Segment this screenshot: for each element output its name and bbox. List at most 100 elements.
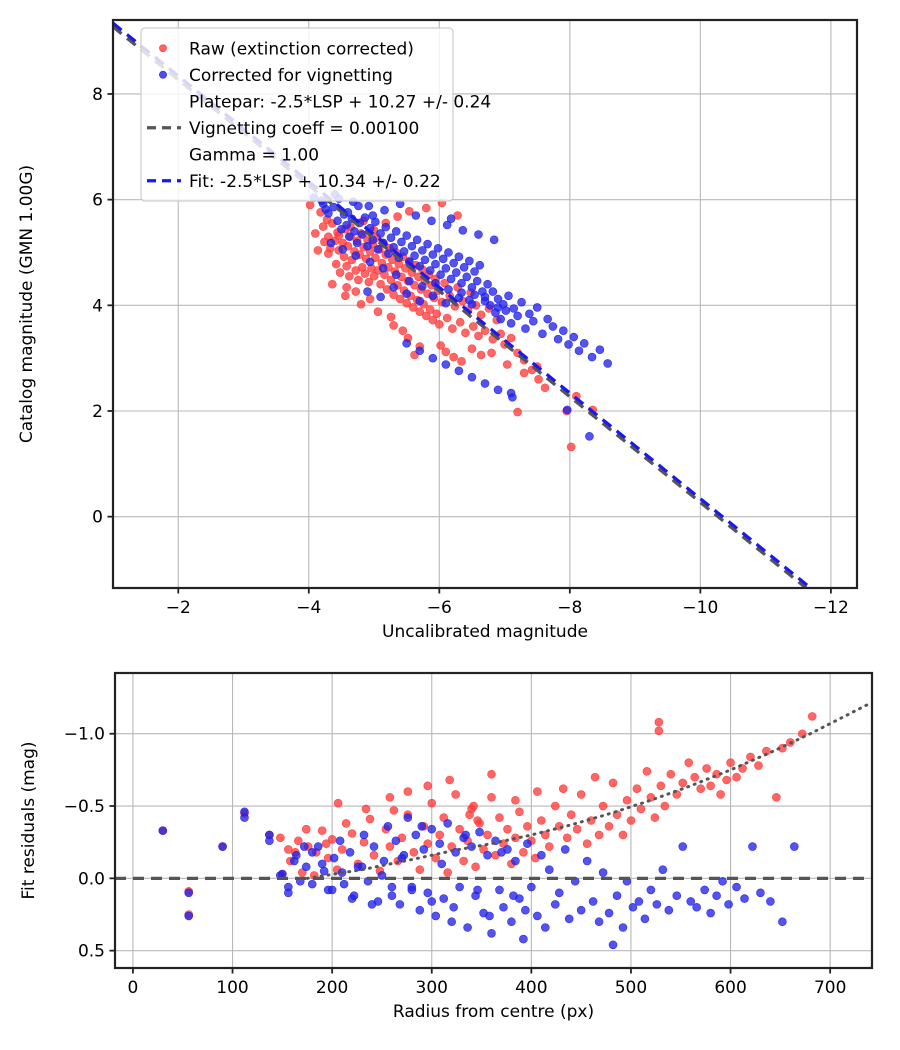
data-point [449, 258, 458, 268]
data-point [347, 829, 357, 838]
legend-marker-dot [159, 70, 167, 79]
data-point [511, 856, 520, 866]
data-point [444, 285, 453, 294]
data-point [395, 900, 405, 909]
data-point [408, 303, 418, 312]
tick-label-y: 0 [92, 508, 103, 528]
plot-frame [113, 671, 874, 970]
data-point [684, 758, 694, 767]
data-point [754, 761, 763, 770]
data-point [218, 842, 227, 851]
data-point [457, 357, 466, 366]
line-dashed [113, 21, 814, 588]
data-point [506, 333, 516, 343]
data-point [474, 331, 483, 341]
data-point [383, 821, 393, 831]
data-point [331, 259, 341, 269]
data-point [428, 353, 438, 363]
data-point [449, 352, 458, 362]
tick-label-x: 100 [216, 978, 248, 998]
data-point [324, 249, 333, 258]
data-point [376, 279, 385, 289]
data-point [585, 432, 594, 441]
data-point [491, 308, 500, 318]
data-point [432, 309, 442, 319]
data-point [564, 340, 573, 349]
data-point [521, 324, 530, 333]
data-point [722, 775, 731, 785]
data-point [447, 917, 456, 927]
data-point [550, 900, 560, 909]
data-point [503, 824, 512, 834]
data-point [706, 908, 715, 918]
data-point [712, 891, 721, 901]
tick-label-y: 6 [92, 191, 103, 211]
legend-item[interactable]: Corrected for vignetting [159, 66, 393, 86]
data-point [378, 264, 388, 273]
data-point [523, 821, 532, 831]
data-point [487, 348, 496, 358]
data-point [265, 836, 274, 846]
data-point [449, 902, 458, 912]
data-point [423, 781, 433, 791]
data-point [427, 216, 436, 226]
data-point [184, 888, 194, 898]
data-point [608, 940, 618, 950]
data-point [533, 911, 542, 921]
data-point [532, 303, 542, 312]
tick-label-x: −2 [166, 598, 191, 618]
legend-item[interactable]: Platepar: -2.5*LSP + 10.27 +/- 0.24 [189, 92, 491, 112]
data-point [439, 894, 449, 903]
legend-label: Raw (extinction corrected) [189, 39, 414, 59]
data-point [496, 314, 505, 324]
data-point [419, 845, 429, 854]
data-point [543, 314, 552, 324]
data-point [446, 214, 456, 223]
data-point [458, 225, 468, 235]
data-point [335, 268, 345, 277]
data-point [365, 294, 375, 304]
data-point [716, 790, 725, 799]
data-point [369, 850, 379, 860]
data-point [327, 885, 337, 895]
data-point [435, 839, 445, 848]
data-point [499, 902, 508, 912]
legend-item[interactable]: Fit: -2.5*LSP + 10.34 +/- 0.22 [147, 172, 441, 192]
data-point [415, 346, 425, 356]
data-point [415, 865, 425, 874]
data-point [352, 238, 362, 248]
data-point [473, 885, 482, 895]
data-point [740, 894, 749, 903]
data-point [660, 801, 670, 811]
data-point [335, 836, 345, 846]
data-point [507, 917, 516, 927]
data-point [301, 824, 311, 834]
data-point [420, 255, 430, 265]
legend-label: Vignetting coeff = 0.00100 [189, 119, 419, 139]
data-point [415, 905, 425, 915]
data-point [395, 294, 405, 304]
legend-item[interactable]: Gamma = 1.00 [189, 145, 319, 165]
data-point [377, 871, 387, 880]
data-point [519, 848, 528, 857]
data-point [436, 341, 445, 350]
data-point [333, 798, 343, 808]
data-point [301, 862, 311, 872]
tick-label-y: 8 [92, 85, 103, 105]
data-point [474, 230, 483, 239]
data-point [534, 374, 543, 384]
data-point [386, 233, 396, 242]
tick-label-x: 300 [416, 978, 448, 998]
data-point [603, 359, 612, 368]
data-point [732, 772, 741, 782]
data-point [329, 853, 339, 863]
data-point [485, 301, 495, 310]
data-point [471, 862, 480, 872]
data-point [437, 859, 447, 869]
legend-item[interactable]: Vignetting coeff = 0.00100 [147, 119, 419, 139]
data-point [528, 316, 538, 326]
data-point [313, 246, 323, 255]
data-point [333, 216, 342, 226]
legend-item[interactable]: Raw (extinction corrected) [159, 39, 414, 59]
